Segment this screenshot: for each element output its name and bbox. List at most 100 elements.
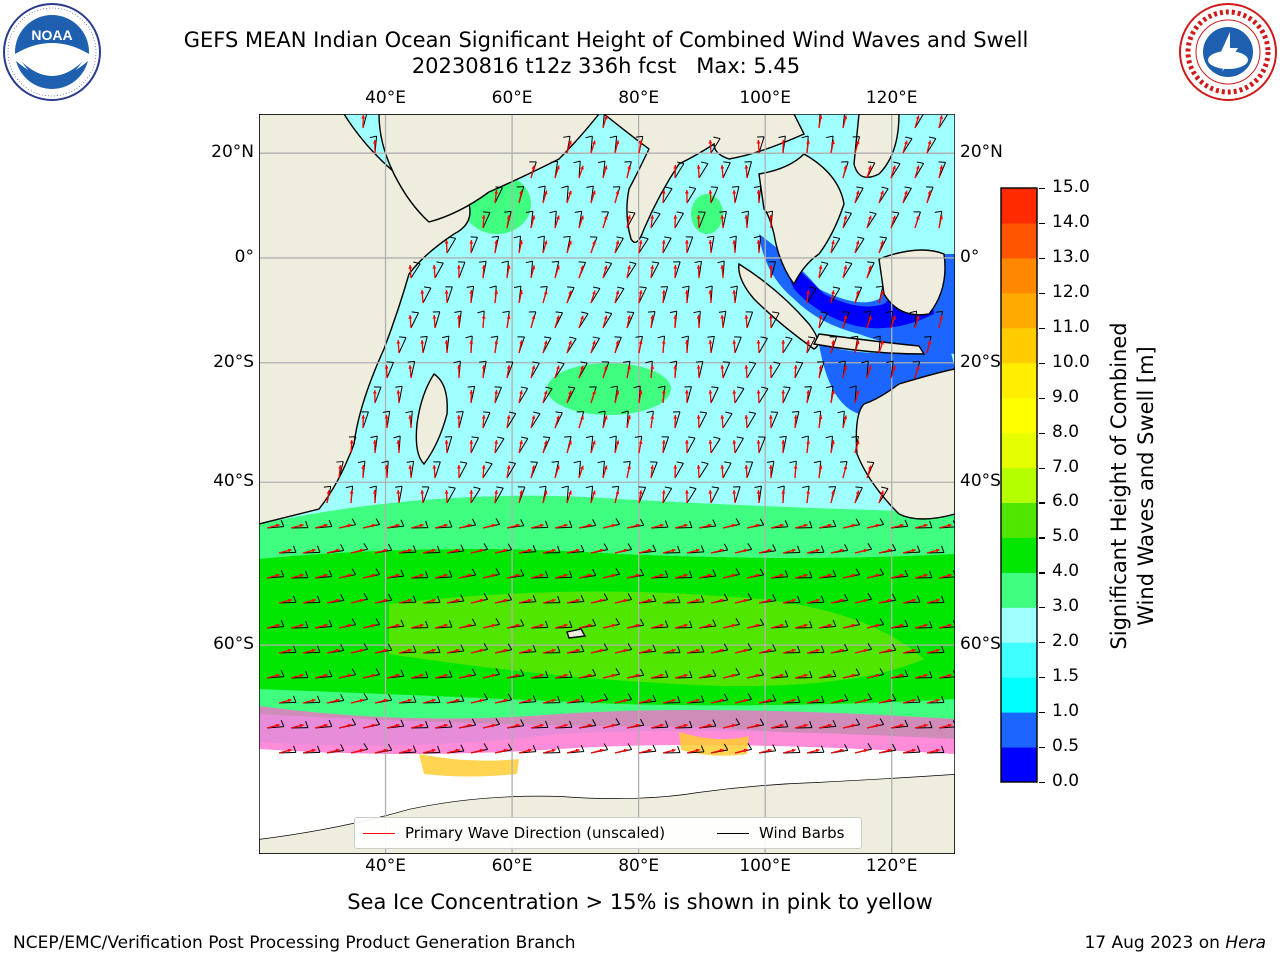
wind-barb — [685, 236, 694, 254]
wave-direction-arrow — [734, 648, 748, 654]
wind-barb — [566, 336, 577, 354]
wave-direction-arrow — [542, 240, 548, 254]
wave-direction-arrow — [902, 190, 908, 204]
wave-direction-arrow — [590, 648, 604, 654]
wave-direction-arrow — [806, 598, 820, 604]
wind-barb — [410, 311, 419, 329]
wave-direction-arrow — [650, 673, 664, 679]
wave-direction-arrow — [590, 440, 596, 454]
wave-direction-arrow — [362, 723, 376, 729]
wave-direction-arrow — [554, 573, 568, 579]
lat-tick-label: 20°N — [960, 142, 1003, 163]
wave-direction-arrow — [482, 623, 496, 629]
wave-direction-arrow — [266, 573, 280, 579]
colorbar-tick-label: 3.0 — [1052, 596, 1080, 617]
land-java — [812, 333, 926, 355]
land-borneo — [878, 249, 946, 316]
wave-direction-arrow — [854, 140, 860, 154]
legend-label-barbs: Wind Barbs — [759, 824, 845, 842]
wave-direction-arrow — [650, 265, 655, 279]
wave-direction-arrow — [878, 648, 892, 654]
colorbar-tick-mark — [1039, 747, 1045, 749]
wave-direction-arrow — [696, 414, 701, 429]
wave-direction-arrow — [506, 265, 511, 279]
wave-direction-arrow — [842, 165, 848, 179]
wave-direction-arrow — [878, 340, 884, 354]
wave-direction-arrow — [661, 489, 666, 504]
land-madagascar — [415, 373, 448, 466]
wave-direction-arrow — [770, 573, 784, 579]
wave-direction-arrow — [806, 748, 820, 754]
wave-direction-arrow — [686, 548, 700, 554]
wave-direction-arrow — [481, 364, 486, 379]
wave-direction-arrow — [758, 698, 772, 704]
wave-direction-arrow — [902, 140, 908, 154]
wave-direction-arrow — [542, 290, 548, 304]
wave-direction-arrow — [302, 648, 316, 654]
wave-direction-arrow — [458, 573, 472, 579]
wave-direction-arrow — [374, 548, 388, 554]
colorbar-tick-label: 4.0 — [1052, 561, 1080, 582]
wind-barb — [518, 386, 529, 404]
wave-direction-arrow — [830, 240, 835, 254]
wave-direction-arrow — [914, 215, 920, 229]
wave-direction-arrow — [734, 698, 748, 704]
wave-direction-arrow — [768, 464, 773, 479]
wind-barb — [614, 286, 625, 304]
wind-barb — [722, 461, 732, 479]
wind-barb — [722, 411, 733, 429]
wave-direction-arrow — [926, 140, 932, 154]
wave-direction-arrow — [372, 489, 377, 504]
wave-direction-arrow — [614, 748, 628, 754]
wave-direction-arrow — [446, 698, 460, 704]
wave-direction-arrow — [650, 573, 664, 579]
wave-direction-arrow — [674, 673, 688, 679]
wave-direction-arrow — [708, 189, 713, 204]
wave-direction-arrow — [756, 389, 761, 404]
land-australia — [855, 368, 955, 520]
wave-direction-arrow — [614, 440, 620, 454]
wave-direction-arrow — [446, 598, 460, 604]
wave-direction-arrow — [602, 315, 608, 329]
colorbar-segment — [1001, 397, 1037, 434]
wave-direction-arrow — [938, 115, 943, 129]
wave-direction-arrow — [684, 289, 689, 304]
wind-barb — [662, 186, 673, 204]
wave-direction-arrow — [710, 548, 724, 554]
wind-barb — [854, 236, 865, 254]
wave-direction-arrow — [626, 315, 631, 329]
wave-direction-arrow — [518, 748, 532, 754]
wind-barb — [494, 186, 503, 204]
wind-barb — [602, 261, 613, 279]
wind-barb — [395, 385, 403, 404]
wave-direction-arrow — [661, 239, 666, 254]
wind-barb — [794, 361, 804, 379]
lat-tick-label: 60°S — [213, 634, 254, 655]
wind-barb — [719, 210, 727, 229]
wave-direction-arrow — [408, 314, 413, 329]
wave-direction-arrow — [469, 239, 474, 254]
colorbar-tick-mark — [1039, 257, 1045, 260]
wave-direction-arrow — [614, 598, 628, 604]
wave-direction-arrow — [866, 315, 872, 329]
wave-direction-arrow — [781, 439, 786, 454]
wave-direction-arrow — [566, 390, 572, 404]
wind-barb — [842, 261, 853, 279]
wave-direction-arrow — [578, 365, 584, 379]
wave-direction-arrow — [686, 698, 700, 704]
wave-direction-arrow — [422, 648, 436, 654]
colorbar-segment — [1001, 572, 1037, 608]
wave-direction-arrow — [578, 573, 592, 579]
wave-direction-arrow — [506, 573, 520, 579]
wave-direction-arrow — [506, 315, 511, 329]
wave-direction-arrow — [744, 214, 749, 229]
wave-direction-arrow — [626, 723, 640, 729]
wave-direction-arrow — [278, 698, 292, 704]
colorbar-tick-mark — [1039, 677, 1045, 679]
wave-direction-arrow — [710, 748, 724, 754]
wave-direction-arrow — [756, 489, 761, 504]
wave-direction-arrow — [708, 139, 713, 154]
wave-direction-arrow — [758, 748, 772, 754]
wave-direction-arrow — [432, 264, 437, 279]
wave-direction-arrow — [384, 464, 389, 479]
